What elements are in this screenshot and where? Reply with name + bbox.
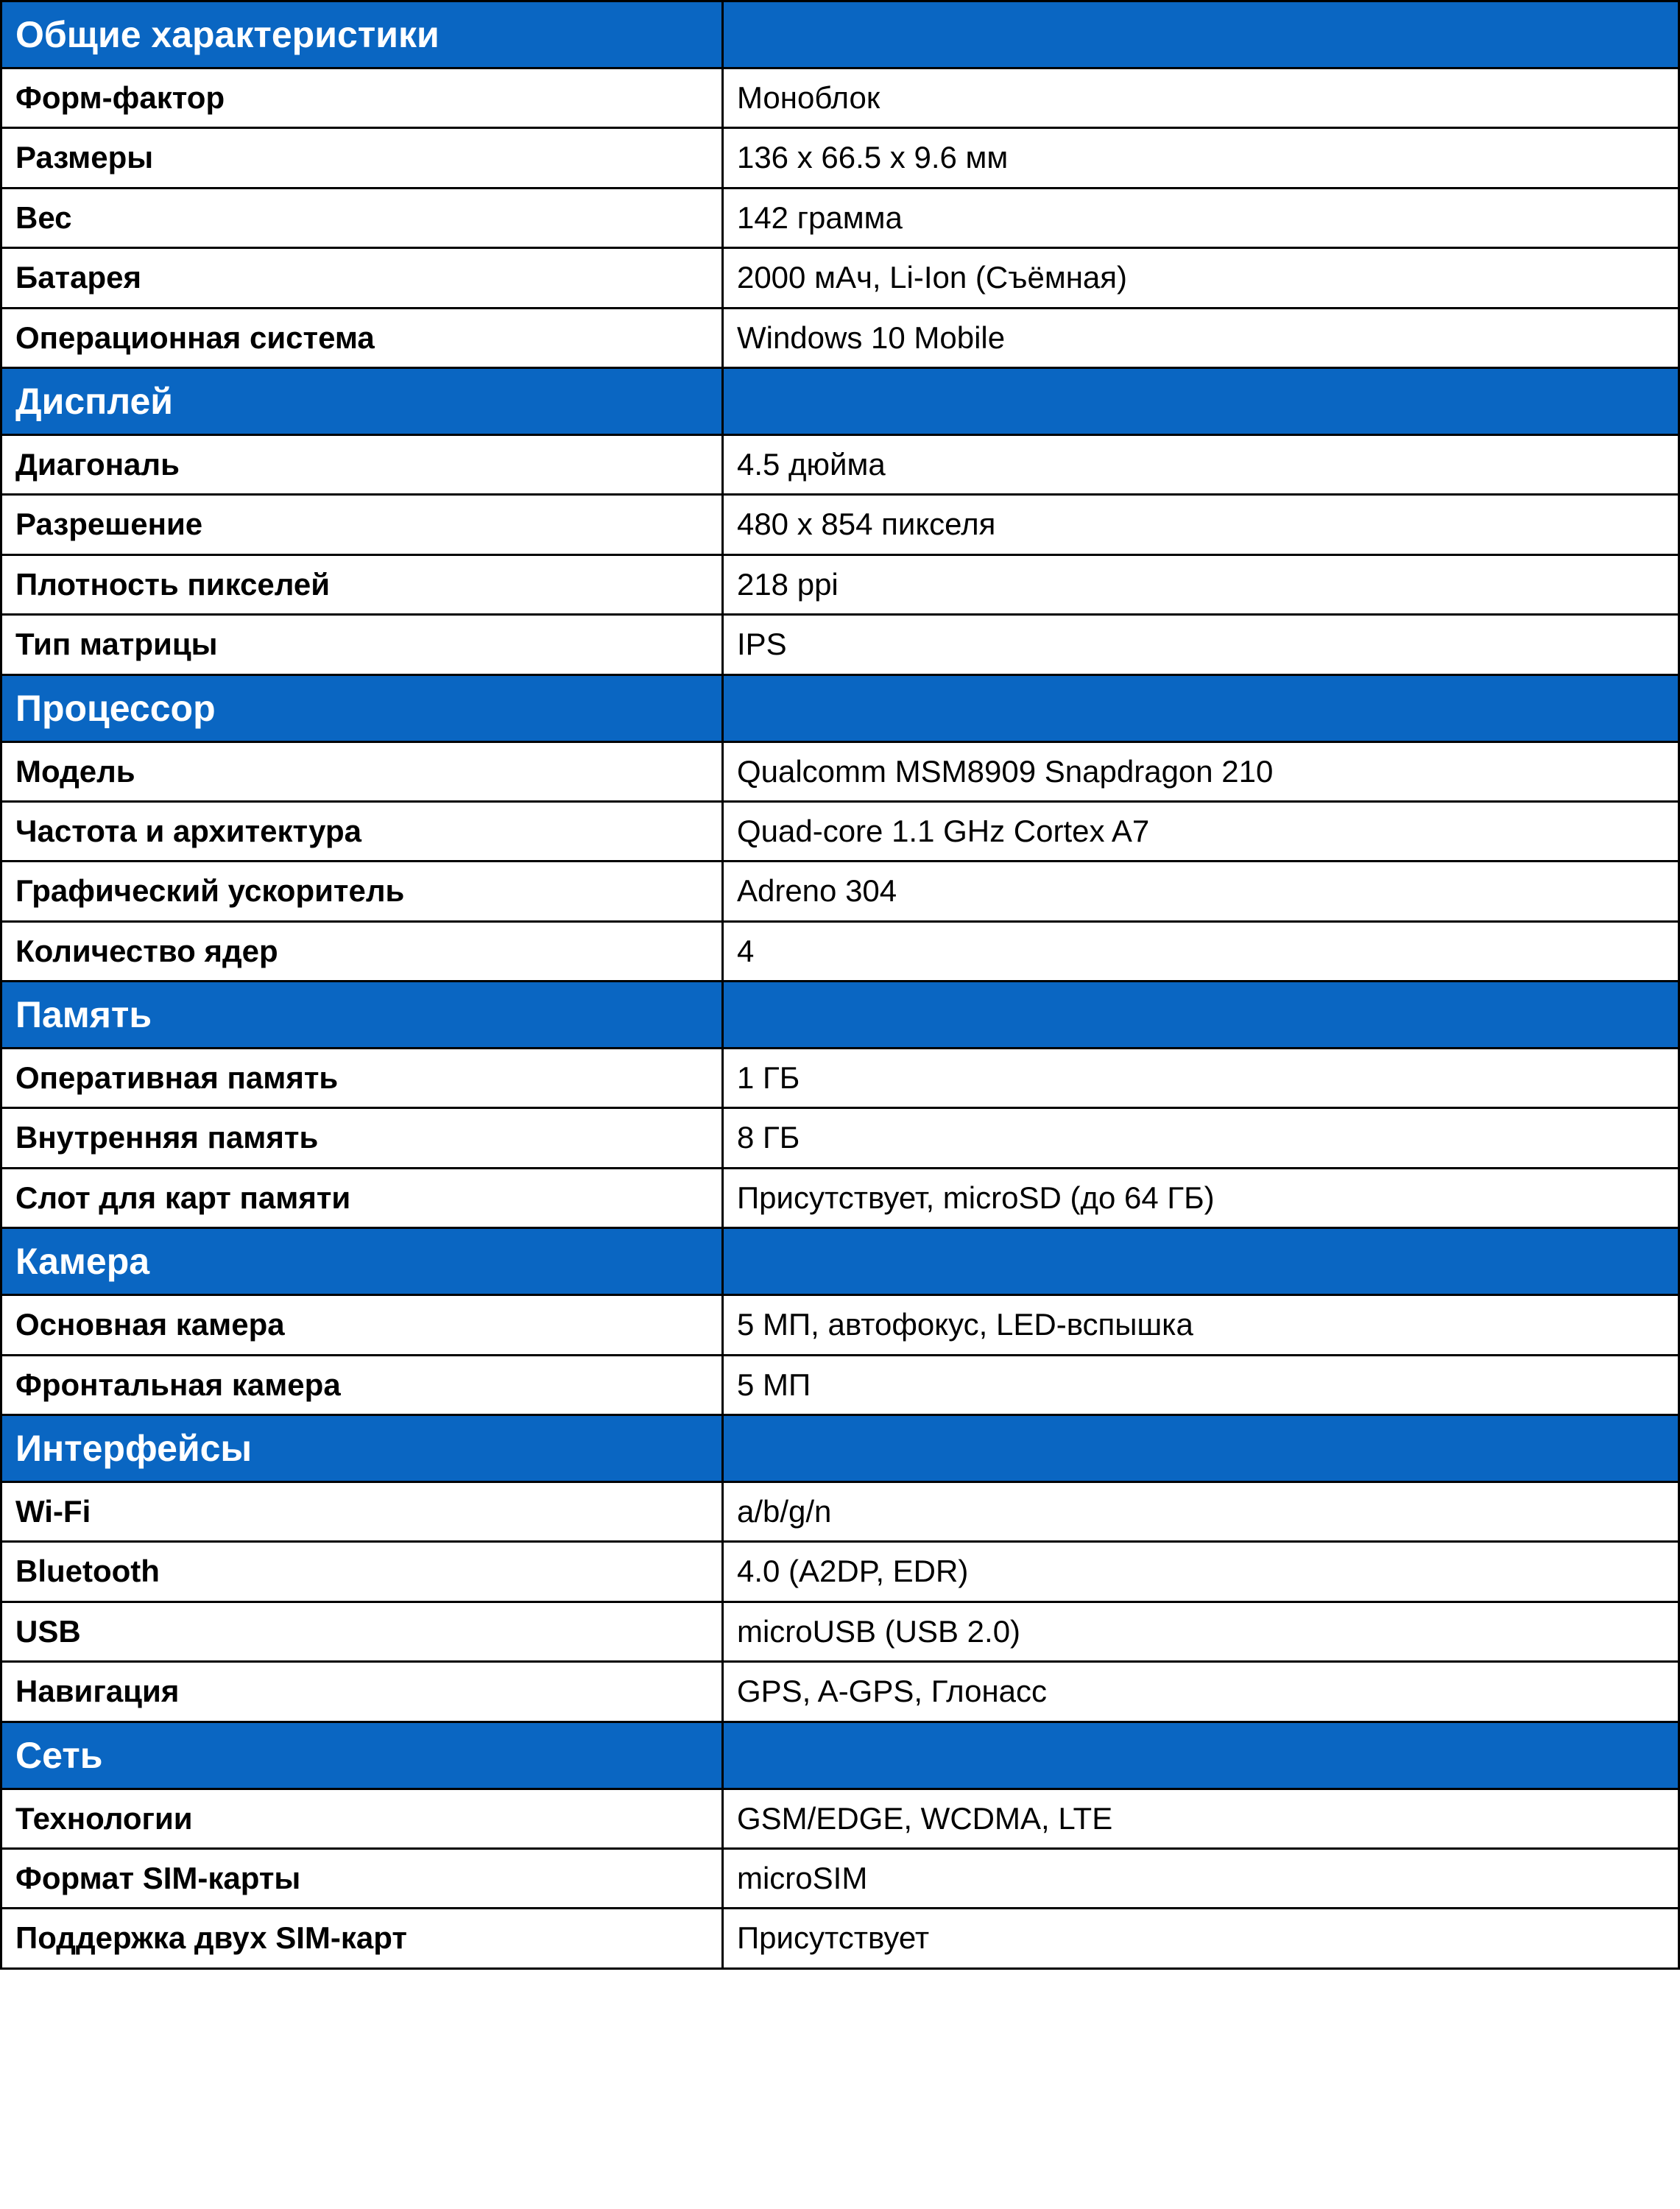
section-title-spacer (722, 1, 1679, 68)
section-header: Сеть (1, 1722, 1679, 1789)
spec-label: Поддержка двух SIM-карт (1, 1909, 723, 1968)
table-row: Внутренняя память8 ГБ (1, 1108, 1679, 1168)
table-row: НавигацияGPS, A-GPS, Глонасс (1, 1662, 1679, 1722)
table-row: ТехнологииGSM/EDGE, WCDMA, LTE (1, 1789, 1679, 1848)
table-row: Оперативная память1 ГБ (1, 1049, 1679, 1108)
spec-label: Навигация (1, 1662, 723, 1722)
spec-label: Технологии (1, 1789, 723, 1848)
table-row: Тип матрицыIPS (1, 615, 1679, 674)
table-row: Вес142 грамма (1, 188, 1679, 247)
spec-value: Windows 10 Mobile (722, 308, 1679, 367)
spec-label: USB (1, 1602, 723, 1661)
section-title: Общие характеристики (1, 1, 723, 68)
spec-value: 8 ГБ (722, 1108, 1679, 1168)
section-header: Дисплей (1, 367, 1679, 434)
section-header: Общие характеристики (1, 1, 1679, 68)
spec-value: Qualcomm MSM8909 Snapdragon 210 (722, 741, 1679, 801)
table-row: Плотность пикселей218 ppi (1, 554, 1679, 614)
spec-value: 142 грамма (722, 188, 1679, 247)
section-title-spacer (722, 1415, 1679, 1482)
table-row: Батарея2000 мАч, Li-Ion (Съёмная) (1, 248, 1679, 308)
spec-value: microSIM (722, 1848, 1679, 1908)
section-header: Процессор (1, 674, 1679, 741)
spec-label: Графический ускоритель (1, 862, 723, 921)
spec-label: Основная камера (1, 1295, 723, 1355)
spec-label: Количество ядер (1, 921, 723, 981)
section-title-spacer (722, 367, 1679, 434)
table-row: Частота и архитектураQuad-core 1.1 GHz C… (1, 801, 1679, 861)
table-row: МодельQualcomm MSM8909 Snapdragon 210 (1, 741, 1679, 801)
table-row: Поддержка двух SIM-картПрисутствует (1, 1909, 1679, 1968)
spec-value: GPS, A-GPS, Глонасс (722, 1662, 1679, 1722)
spec-label: Частота и архитектура (1, 801, 723, 861)
spec-label: Модель (1, 741, 723, 801)
spec-label: Операционная система (1, 308, 723, 367)
section-title-spacer (722, 1228, 1679, 1295)
table-row: Bluetooth4.0 (A2DP, EDR) (1, 1542, 1679, 1602)
section-header: Память (1, 982, 1679, 1049)
spec-value: 4.0 (A2DP, EDR) (722, 1542, 1679, 1602)
spec-label: Диагональ (1, 434, 723, 494)
spec-value: GSM/EDGE, WCDMA, LTE (722, 1789, 1679, 1848)
spec-value: Присутствует (722, 1909, 1679, 1968)
section-title-spacer (722, 982, 1679, 1049)
spec-label: Bluetooth (1, 1542, 723, 1602)
spec-value: microUSB (USB 2.0) (722, 1602, 1679, 1661)
section-header: Интерфейсы (1, 1415, 1679, 1482)
spec-table-body: Общие характеристикиФорм-факторМоноблокР… (1, 1, 1679, 1969)
spec-label: Формат SIM-карты (1, 1848, 723, 1908)
spec-label: Фронтальная камера (1, 1355, 723, 1414)
table-row: Wi-Fia/b/g/n (1, 1482, 1679, 1542)
spec-value: Моноблок (722, 68, 1679, 128)
spec-label: Размеры (1, 128, 723, 188)
spec-value: 218 ppi (722, 554, 1679, 614)
section-title: Процессор (1, 674, 723, 741)
section-header: Камера (1, 1228, 1679, 1295)
section-title: Камера (1, 1228, 723, 1295)
spec-value: 4.5 дюйма (722, 434, 1679, 494)
spec-value: 1 ГБ (722, 1049, 1679, 1108)
spec-label: Батарея (1, 248, 723, 308)
spec-value: 5 МП, автофокус, LED-вспышка (722, 1295, 1679, 1355)
spec-value: 4 (722, 921, 1679, 981)
section-title-spacer (722, 1722, 1679, 1789)
spec-value: a/b/g/n (722, 1482, 1679, 1542)
table-row: USBmicroUSB (USB 2.0) (1, 1602, 1679, 1661)
spec-label: Тип матрицы (1, 615, 723, 674)
table-row: Формат SIM-картыmicroSIM (1, 1848, 1679, 1908)
spec-table: Общие характеристикиФорм-факторМоноблокР… (0, 0, 1680, 1970)
table-row: Количество ядер4 (1, 921, 1679, 981)
spec-label: Вес (1, 188, 723, 247)
spec-value: 2000 мАч, Li-Ion (Съёмная) (722, 248, 1679, 308)
table-row: Фронтальная камера5 МП (1, 1355, 1679, 1414)
table-row: Размеры136 x 66.5 x 9.6 мм (1, 128, 1679, 188)
spec-label: Оперативная память (1, 1049, 723, 1108)
spec-label: Внутренняя память (1, 1108, 723, 1168)
spec-label: Плотность пикселей (1, 554, 723, 614)
spec-label: Форм-фактор (1, 68, 723, 128)
table-row: Операционная системаWindows 10 Mobile (1, 308, 1679, 367)
table-row: Форм-факторМоноблок (1, 68, 1679, 128)
spec-label: Wi-Fi (1, 1482, 723, 1542)
section-title: Дисплей (1, 367, 723, 434)
spec-value: IPS (722, 615, 1679, 674)
section-title-spacer (722, 674, 1679, 741)
section-title: Память (1, 982, 723, 1049)
spec-value: 480 x 854 пикселя (722, 495, 1679, 554)
spec-label: Слот для карт памяти (1, 1168, 723, 1227)
table-row: Слот для карт памятиПрисутствует, microS… (1, 1168, 1679, 1227)
spec-label: Разрешение (1, 495, 723, 554)
spec-value: Adreno 304 (722, 862, 1679, 921)
spec-value: 5 МП (722, 1355, 1679, 1414)
section-title: Интерфейсы (1, 1415, 723, 1482)
table-row: Диагональ4.5 дюйма (1, 434, 1679, 494)
table-row: Графический ускорительAdreno 304 (1, 862, 1679, 921)
table-row: Разрешение480 x 854 пикселя (1, 495, 1679, 554)
spec-value: Quad-core 1.1 GHz Cortex A7 (722, 801, 1679, 861)
spec-value: Присутствует, microSD (до 64 ГБ) (722, 1168, 1679, 1227)
table-row: Основная камера5 МП, автофокус, LED-вспы… (1, 1295, 1679, 1355)
spec-value: 136 x 66.5 x 9.6 мм (722, 128, 1679, 188)
section-title: Сеть (1, 1722, 723, 1789)
